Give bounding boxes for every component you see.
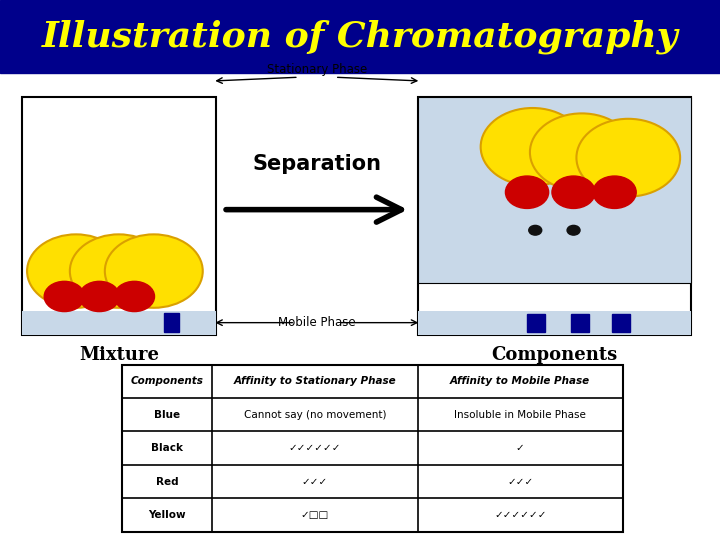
Bar	[571, 314, 589, 332]
Bar	[527, 314, 545, 332]
Text: ✓□□: ✓□□	[301, 510, 329, 520]
Text: ✓✓✓✓✓✓: ✓✓✓✓✓✓	[494, 510, 546, 520]
Text: ✓✓✓✓✓✓: ✓✓✓✓✓✓	[289, 443, 341, 453]
Text: Affinity to Stationary Phase: Affinity to Stationary Phase	[234, 376, 396, 386]
Text: Blue: Blue	[154, 410, 181, 420]
Circle shape	[505, 176, 549, 208]
Text: Yellow: Yellow	[148, 510, 186, 520]
Circle shape	[577, 119, 680, 197]
Circle shape	[552, 176, 595, 208]
Circle shape	[528, 225, 541, 235]
Text: Mobile Phase: Mobile Phase	[278, 316, 356, 329]
Bar	[418, 97, 691, 282]
Text: Illustration of Chromatography: Illustration of Chromatography	[42, 19, 678, 53]
Circle shape	[530, 113, 634, 191]
Bar	[0, 0, 720, 73]
Circle shape	[79, 281, 120, 312]
Circle shape	[481, 108, 585, 186]
Bar	[418, 310, 691, 335]
Text: Red: Red	[156, 477, 179, 487]
Text: ✓✓✓: ✓✓✓	[302, 477, 328, 487]
Bar	[163, 313, 179, 332]
Bar	[22, 97, 216, 335]
Circle shape	[70, 234, 168, 308]
Text: Affinity to Mobile Phase: Affinity to Mobile Phase	[450, 376, 590, 386]
Bar	[418, 97, 691, 335]
Text: ✓: ✓	[516, 443, 525, 453]
Text: Stationary Phase: Stationary Phase	[266, 63, 367, 76]
Circle shape	[44, 281, 84, 312]
Text: ✓✓✓: ✓✓✓	[507, 477, 534, 487]
Circle shape	[27, 234, 125, 308]
Circle shape	[105, 234, 203, 308]
Circle shape	[593, 176, 636, 208]
Text: Insoluble in Mobile Phase: Insoluble in Mobile Phase	[454, 410, 586, 420]
Circle shape	[567, 225, 580, 235]
Text: Separation: Separation	[252, 154, 382, 174]
Text: Components: Components	[131, 376, 204, 386]
Text: Black: Black	[151, 443, 184, 453]
Text: Mixture: Mixture	[78, 346, 159, 363]
Bar	[22, 310, 216, 335]
Bar	[612, 314, 630, 332]
Text: Cannot say (no movement): Cannot say (no movement)	[244, 410, 386, 420]
Bar	[122, 364, 623, 532]
Text: Components: Components	[491, 346, 618, 363]
Circle shape	[114, 281, 155, 312]
